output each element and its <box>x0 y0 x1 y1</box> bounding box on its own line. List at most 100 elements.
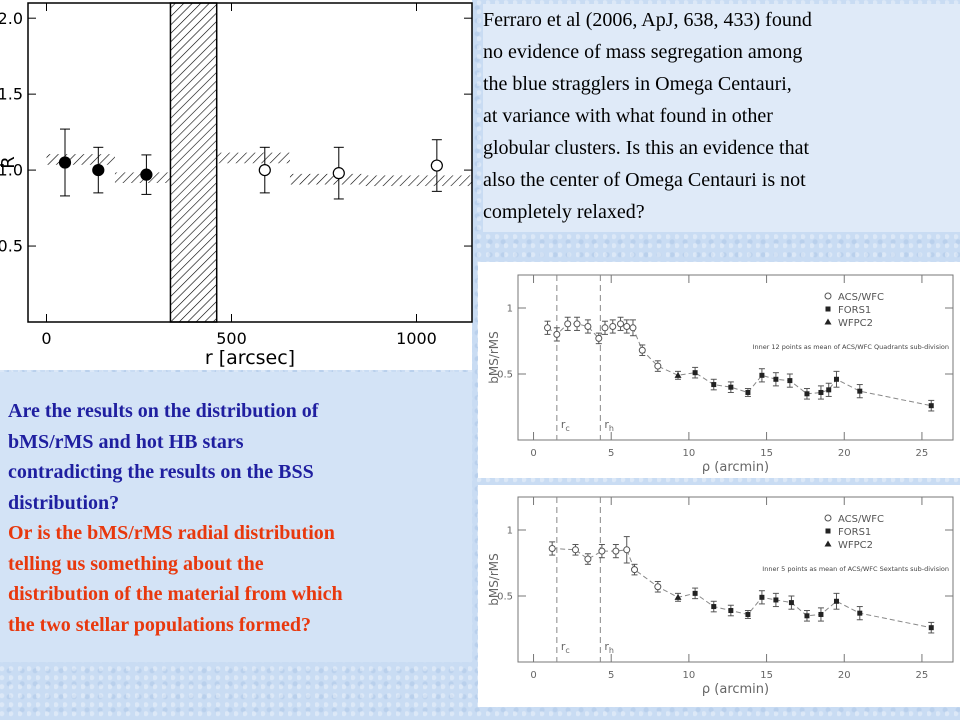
data-point <box>553 330 561 338</box>
legend-label: WFPC2 <box>838 540 873 551</box>
data-point <box>573 320 581 328</box>
text-line: no evidence of mass segregation among <box>483 41 803 63</box>
data-point <box>631 566 639 574</box>
radius-symbol: r <box>561 418 566 431</box>
data-point <box>612 547 620 555</box>
x-tick-label: 0 <box>530 670 536 681</box>
x-tick-label: 15 <box>760 670 773 681</box>
text-line: distribution? <box>8 491 120 514</box>
y-tick-label: 1.0 <box>0 161 23 180</box>
legend-marker <box>824 540 832 547</box>
text-line: completely relaxed? <box>483 201 645 223</box>
legend-marker <box>825 528 831 534</box>
figure-background <box>478 485 960 707</box>
data-point <box>788 600 794 606</box>
y-tick-label: 1 <box>507 304 513 315</box>
legend-marker <box>825 306 831 312</box>
reference-band <box>46 154 115 165</box>
text-line: distribution of the material from which <box>8 583 343 605</box>
annotation: Inner 12 points as mean of ACS/WFC Quadr… <box>753 343 949 351</box>
data-point <box>728 384 734 390</box>
data-point <box>654 583 662 591</box>
data-point <box>759 372 765 378</box>
x-tick-label: 10 <box>683 448 696 459</box>
data-point <box>584 555 592 563</box>
data-point <box>857 388 863 394</box>
x-tick-label: 5 <box>608 670 614 681</box>
data-point <box>548 544 556 552</box>
radius-symbol: r <box>561 640 566 653</box>
data-point <box>623 546 631 554</box>
text-line: globular clusters. Is this an evidence t… <box>483 137 810 159</box>
text-line: the blue stragglers in Omega Centauri, <box>483 73 792 95</box>
data-point <box>857 610 863 616</box>
text-line: Ferraro et al (2006, ApJ, 638, 433) foun… <box>483 9 812 31</box>
data-point <box>430 159 443 172</box>
text-line: contradicting the results on the BSS <box>8 461 314 483</box>
text-line: also the center of Omega Centauri is not <box>483 169 806 191</box>
radius-subscript: c <box>565 646 569 655</box>
x-tick-label: 20 <box>838 448 851 459</box>
x-tick-label: 500 <box>216 329 247 348</box>
data-point <box>638 346 646 354</box>
radius-symbol: r <box>604 418 609 431</box>
x-tick-label: 15 <box>760 448 773 459</box>
x-tick-label: 0 <box>41 329 51 348</box>
data-point <box>258 163 271 177</box>
x-tick-label: 5 <box>608 448 614 459</box>
legend-marker <box>824 318 832 325</box>
text-block: Ferraro et al (2006, ApJ, 638, 433) foun… <box>483 4 960 232</box>
data-point <box>804 391 810 397</box>
text-line: telling us something about the <box>8 552 264 575</box>
plot-frame <box>27 2 473 323</box>
data-point <box>623 322 631 330</box>
text-line: at variance with what found in other <box>483 105 773 127</box>
data-point <box>332 167 345 180</box>
data-point <box>745 389 751 395</box>
legend-label: ACS/WFC <box>838 514 884 525</box>
data-point <box>826 387 832 393</box>
data-point <box>787 378 793 384</box>
data-point <box>928 625 934 631</box>
data-point <box>928 403 934 409</box>
radius-label: rc <box>561 640 570 655</box>
data-point <box>674 371 682 378</box>
data-point <box>598 547 606 555</box>
y-tick-label: 0.5 <box>497 592 513 603</box>
excluded-region <box>169 2 218 323</box>
legend-label: ACS/WFC <box>838 292 884 303</box>
y-tick-label: 1.5 <box>0 85 23 104</box>
x-axis-label: ρ (arcmin) <box>702 682 769 697</box>
x-tick-label: 20 <box>838 670 851 681</box>
y-axis-label: bMS/rMS <box>487 331 501 384</box>
annotation: Inner 5 points as mean of ACS/WFC Sextan… <box>762 565 949 573</box>
text-line: the two stellar populations formed? <box>8 613 311 636</box>
y-tick-label: 0.5 <box>497 370 513 381</box>
radius-symbol: r <box>604 640 609 653</box>
profile-line <box>547 323 932 407</box>
data-point <box>833 598 839 604</box>
data-point <box>745 611 751 617</box>
radius-subscript: c <box>565 424 569 433</box>
figure-background <box>478 262 960 478</box>
x-axis-label: ρ (arcmin) <box>702 460 769 475</box>
data-point <box>629 324 637 332</box>
data-point <box>58 156 72 169</box>
data-point <box>804 613 810 619</box>
data-point <box>92 163 105 177</box>
x-tick-label: 25 <box>916 448 929 459</box>
x-tick-label: 1000 <box>396 329 437 348</box>
y-axis-label: R <box>0 156 19 169</box>
data-point <box>595 334 603 342</box>
data-point <box>692 590 698 596</box>
data-point <box>818 389 824 395</box>
legend-label: FORS1 <box>838 305 871 316</box>
x-tick-label: 0 <box>530 448 536 459</box>
data-point <box>674 593 682 600</box>
x-axis-label: r [arcsec] <box>205 347 295 369</box>
data-point <box>759 594 765 600</box>
data-point <box>654 362 662 370</box>
radius-subscript: h <box>609 424 614 433</box>
